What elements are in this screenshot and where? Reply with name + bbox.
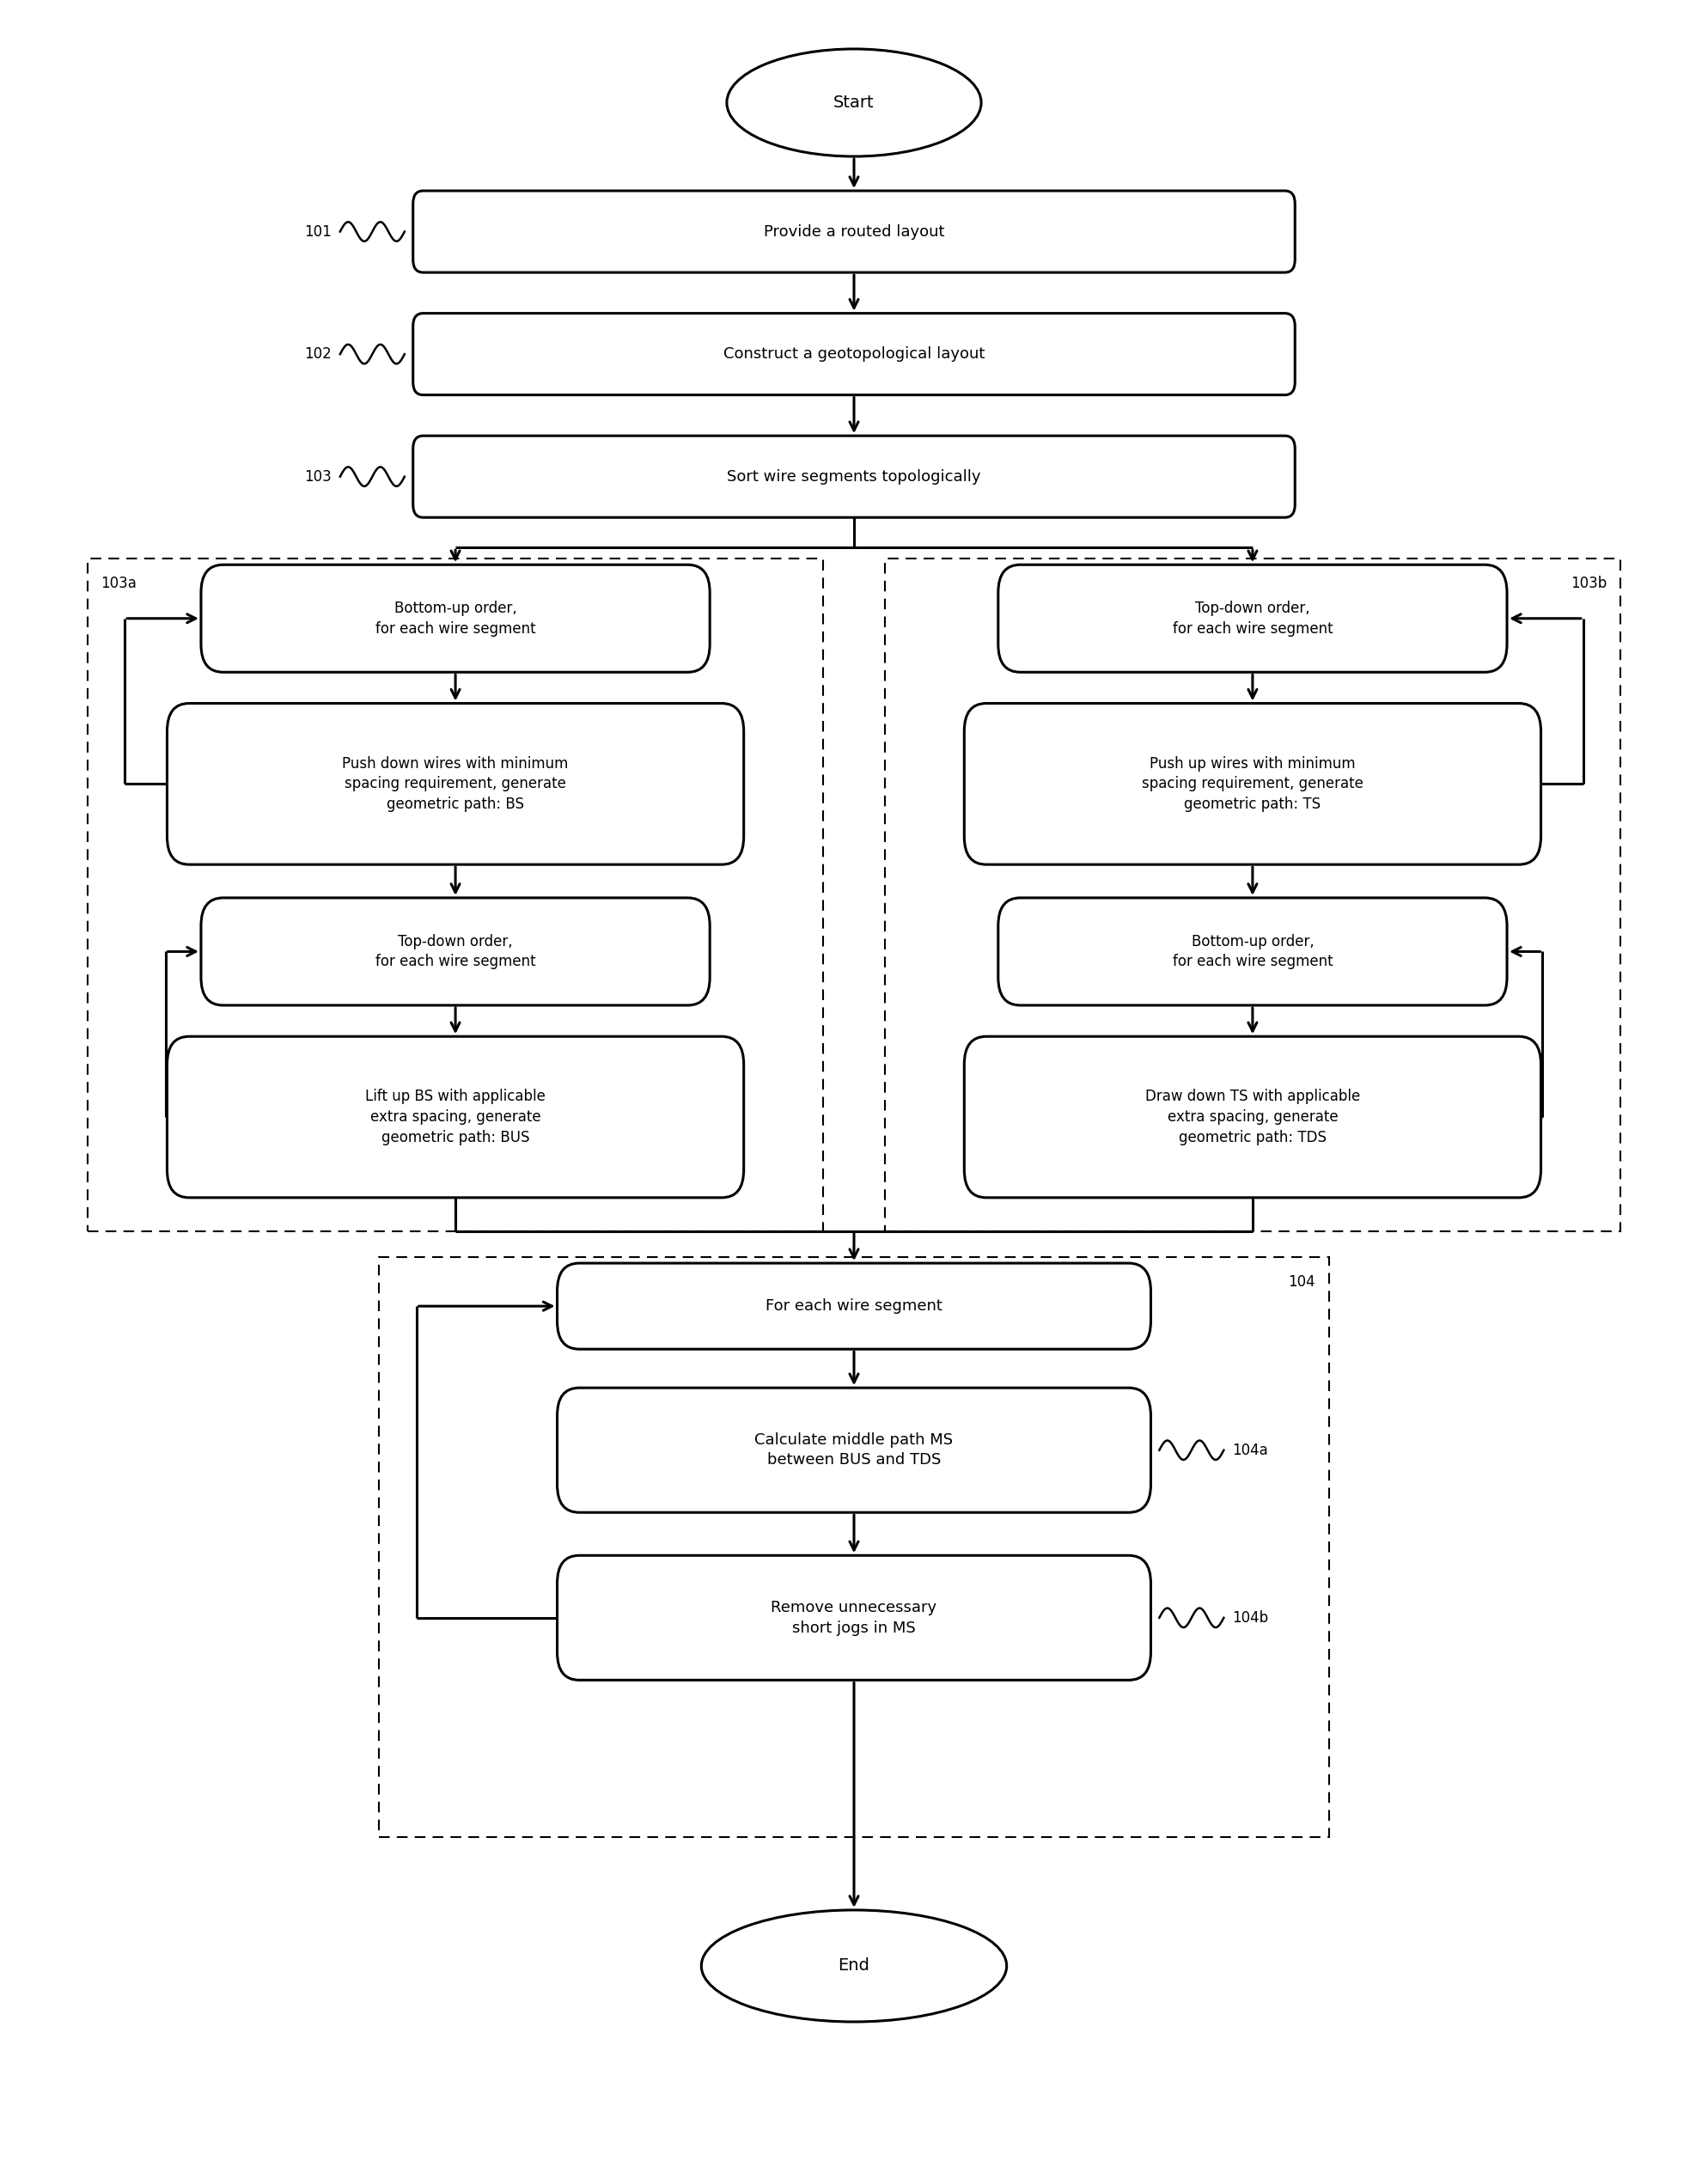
Text: Bottom-up order,
for each wire segment: Bottom-up order, for each wire segment <box>376 601 536 635</box>
Ellipse shape <box>728 50 980 156</box>
FancyBboxPatch shape <box>202 897 711 1005</box>
Bar <box>87 558 823 1232</box>
FancyBboxPatch shape <box>557 1264 1151 1348</box>
Text: Bottom-up order,
for each wire segment: Bottom-up order, for each wire segment <box>1172 934 1332 970</box>
Text: Calculate middle path MS
between BUS and TDS: Calculate middle path MS between BUS and… <box>755 1433 953 1467</box>
Text: Push up wires with minimum
spacing requirement, generate
geometric path: TS: Push up wires with minimum spacing requi… <box>1143 756 1363 813</box>
Text: Push down wires with minimum
spacing requirement, generate
geometric path: BS: Push down wires with minimum spacing req… <box>342 756 569 813</box>
Text: 103: 103 <box>304 469 331 484</box>
Ellipse shape <box>702 1910 1006 2023</box>
Bar <box>885 558 1621 1232</box>
Text: Top-down order,
for each wire segment: Top-down order, for each wire segment <box>376 934 536 970</box>
FancyBboxPatch shape <box>965 1037 1541 1197</box>
FancyBboxPatch shape <box>997 564 1506 672</box>
FancyBboxPatch shape <box>167 702 743 864</box>
FancyBboxPatch shape <box>413 437 1295 516</box>
FancyBboxPatch shape <box>965 702 1541 864</box>
Text: Remove unnecessary
short jogs in MS: Remove unnecessary short jogs in MS <box>770 1599 938 1636</box>
Text: Sort wire segments topologically: Sort wire segments topologically <box>728 469 980 484</box>
Text: 103a: 103a <box>101 575 137 590</box>
FancyBboxPatch shape <box>557 1556 1151 1679</box>
Text: End: End <box>839 1958 869 1975</box>
Text: Top-down order,
for each wire segment: Top-down order, for each wire segment <box>1172 601 1332 635</box>
FancyBboxPatch shape <box>413 190 1295 272</box>
Text: 101: 101 <box>304 225 331 240</box>
Text: 102: 102 <box>304 346 331 361</box>
Text: Draw down TS with applicable
extra spacing, generate
geometric path: TDS: Draw down TS with applicable extra spaci… <box>1144 1089 1360 1145</box>
FancyBboxPatch shape <box>167 1037 743 1197</box>
Text: 104b: 104b <box>1231 1610 1269 1625</box>
Text: Start: Start <box>834 95 874 110</box>
FancyBboxPatch shape <box>413 313 1295 395</box>
FancyBboxPatch shape <box>557 1387 1151 1513</box>
Text: 104a: 104a <box>1231 1441 1267 1459</box>
FancyBboxPatch shape <box>202 564 711 672</box>
Text: 103b: 103b <box>1571 575 1607 590</box>
Text: For each wire segment: For each wire segment <box>765 1299 943 1314</box>
Text: Construct a geotopological layout: Construct a geotopological layout <box>722 346 986 361</box>
Bar <box>379 1258 1329 1837</box>
Text: 104: 104 <box>1288 1275 1315 1290</box>
Text: Provide a routed layout: Provide a routed layout <box>763 225 945 240</box>
Text: Lift up BS with applicable
extra spacing, generate
geometric path: BUS: Lift up BS with applicable extra spacing… <box>366 1089 545 1145</box>
FancyBboxPatch shape <box>997 897 1506 1005</box>
